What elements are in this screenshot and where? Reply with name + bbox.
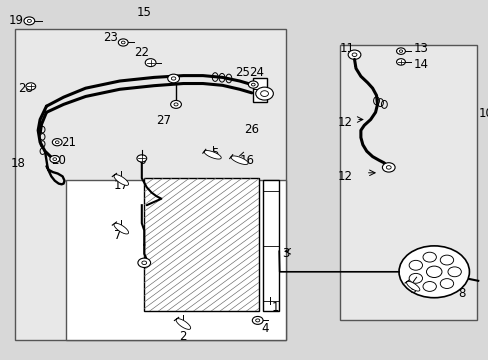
- Bar: [144, 178, 259, 311]
- Text: 26: 26: [244, 123, 259, 136]
- Text: 13: 13: [412, 42, 427, 55]
- Bar: [263, 180, 279, 311]
- Circle shape: [408, 260, 422, 270]
- Text: 21: 21: [61, 136, 76, 149]
- Text: 10: 10: [477, 107, 488, 120]
- Circle shape: [138, 258, 150, 267]
- Polygon shape: [176, 319, 190, 329]
- Circle shape: [255, 87, 273, 100]
- FancyBboxPatch shape: [66, 180, 285, 340]
- Circle shape: [396, 59, 405, 65]
- Text: 16: 16: [239, 154, 254, 167]
- Text: 19: 19: [9, 14, 24, 27]
- Circle shape: [396, 48, 405, 54]
- Circle shape: [447, 267, 460, 277]
- Text: 5: 5: [211, 147, 219, 159]
- Circle shape: [399, 50, 402, 52]
- Circle shape: [55, 141, 59, 144]
- Text: 14: 14: [412, 58, 427, 71]
- Circle shape: [53, 158, 57, 161]
- Text: 1: 1: [271, 301, 278, 314]
- Text: 12: 12: [337, 170, 352, 183]
- Circle shape: [170, 100, 181, 108]
- Circle shape: [398, 246, 468, 298]
- Circle shape: [50, 156, 60, 163]
- Circle shape: [426, 266, 441, 278]
- Circle shape: [252, 316, 263, 324]
- Circle shape: [26, 83, 36, 90]
- Circle shape: [351, 53, 356, 57]
- Circle shape: [27, 19, 31, 22]
- Bar: [253, 78, 266, 102]
- Text: 6: 6: [138, 154, 145, 167]
- Circle shape: [347, 50, 360, 59]
- Circle shape: [118, 39, 128, 46]
- Text: 9: 9: [408, 283, 416, 296]
- Text: 12: 12: [337, 116, 352, 129]
- Text: 23: 23: [102, 31, 117, 44]
- Circle shape: [174, 103, 178, 106]
- Circle shape: [24, 17, 35, 25]
- Text: 2: 2: [179, 330, 187, 343]
- Circle shape: [255, 319, 259, 322]
- Circle shape: [260, 91, 268, 96]
- Text: 20: 20: [51, 154, 66, 167]
- Text: 3: 3: [282, 247, 289, 260]
- Circle shape: [439, 255, 453, 265]
- Text: 22: 22: [134, 46, 149, 59]
- Circle shape: [439, 279, 453, 288]
- Text: 17: 17: [114, 179, 128, 192]
- Polygon shape: [114, 175, 128, 185]
- FancyBboxPatch shape: [15, 29, 285, 340]
- Text: 11: 11: [339, 42, 354, 55]
- Circle shape: [408, 273, 422, 283]
- Circle shape: [167, 74, 179, 83]
- Text: 24: 24: [249, 66, 264, 78]
- Circle shape: [52, 139, 62, 146]
- Circle shape: [422, 282, 435, 291]
- Circle shape: [171, 77, 176, 80]
- Polygon shape: [204, 150, 221, 159]
- Circle shape: [145, 59, 156, 67]
- FancyBboxPatch shape: [339, 45, 476, 320]
- Text: 18: 18: [11, 157, 25, 170]
- Circle shape: [386, 166, 390, 169]
- Polygon shape: [231, 156, 248, 165]
- Text: 28: 28: [19, 82, 33, 95]
- Text: 7: 7: [113, 229, 121, 242]
- Text: 25: 25: [234, 66, 249, 78]
- Text: 15: 15: [137, 6, 151, 19]
- Circle shape: [248, 81, 258, 88]
- Circle shape: [142, 261, 146, 265]
- Circle shape: [137, 155, 146, 162]
- Text: 27: 27: [156, 114, 171, 127]
- Circle shape: [382, 163, 394, 172]
- Circle shape: [251, 83, 255, 86]
- Text: 4: 4: [261, 322, 268, 335]
- Polygon shape: [406, 281, 419, 291]
- Polygon shape: [114, 223, 128, 234]
- Text: 8: 8: [457, 287, 465, 300]
- Circle shape: [422, 252, 435, 262]
- Circle shape: [121, 41, 125, 44]
